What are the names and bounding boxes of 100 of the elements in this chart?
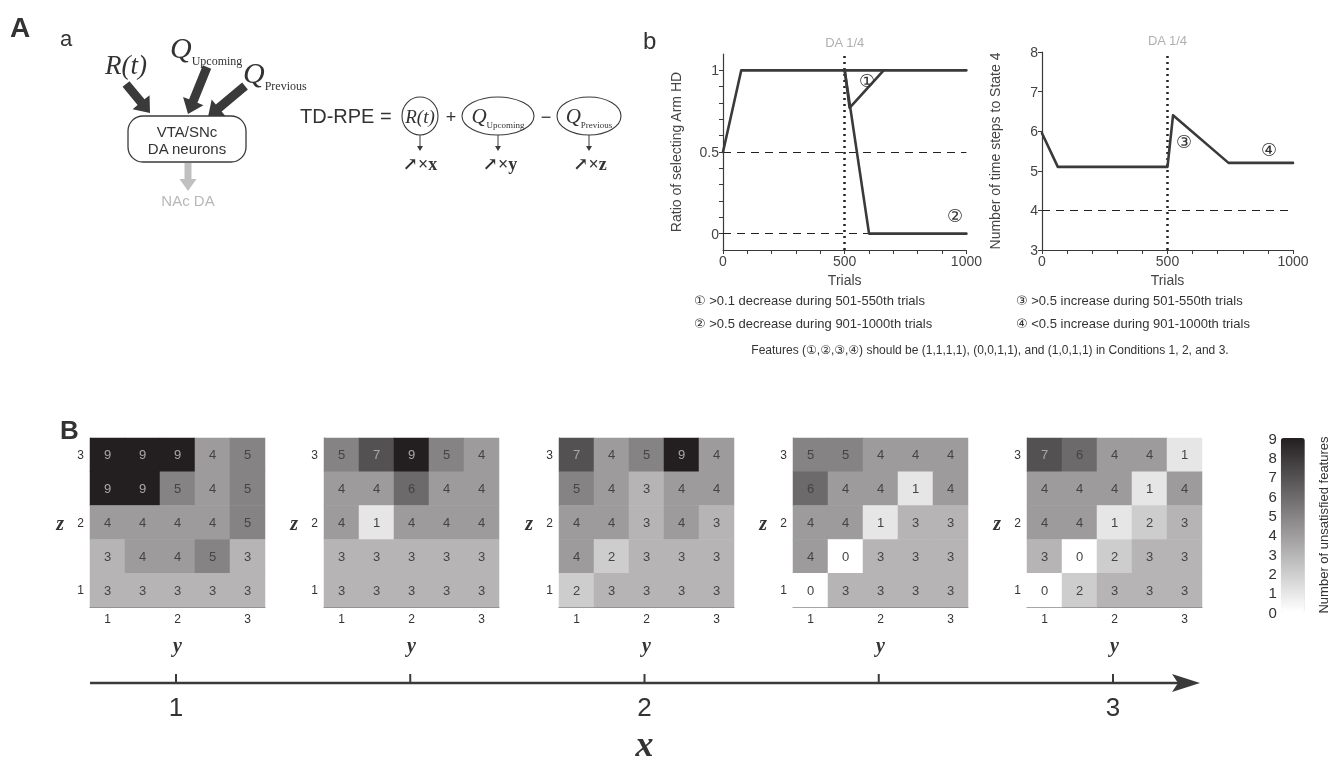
- text: ③ >0.5 increase during 501-550th trials: [1016, 293, 1243, 308]
- data-label: 3: [946, 515, 955, 530]
- data-label: 5: [841, 447, 850, 463]
- data-label: 9: [103, 447, 112, 463]
- y-tick-label: 3: [1030, 242, 1039, 258]
- y-tick-label: 4: [1030, 202, 1039, 219]
- text: B: [60, 415, 79, 446]
- data-label: 3: [408, 548, 416, 564]
- color-bar-label: 4: [1268, 526, 1277, 544]
- data-label: 4: [841, 515, 850, 530]
- data-label: 4: [1076, 515, 1084, 530]
- text: R(t): [104, 50, 147, 80]
- data-label: 4: [173, 515, 182, 530]
- data-label: 3: [138, 582, 147, 598]
- x-tick-label: 3: [1181, 612, 1189, 626]
- data-label: 4: [408, 515, 416, 530]
- text: Q$_{Upcoming}$: [471, 104, 526, 130]
- y-tick-label: 1: [780, 583, 788, 598]
- data-label: 4: [1111, 447, 1119, 463]
- y-tick-label: 1: [545, 583, 553, 598]
- color-bar-label: 9: [1268, 429, 1277, 447]
- x-tick-label: 3: [478, 612, 486, 626]
- data-label: 3: [841, 582, 850, 598]
- x-tick-label: 1: [807, 612, 815, 626]
- data-label: 7: [572, 447, 580, 463]
- text: a: [60, 26, 73, 51]
- data-label: 4: [1041, 515, 1049, 530]
- y-tick-label: 2: [311, 515, 319, 530]
- data-label: 3: [408, 582, 416, 598]
- y-tick-label: 5: [1030, 162, 1039, 179]
- data-label: 0: [1076, 548, 1084, 564]
- data-label: 3: [677, 548, 685, 564]
- data-label: 2: [607, 548, 615, 564]
- annotation: ④: [1261, 139, 1278, 161]
- y-axis-title: z: [55, 511, 65, 534]
- text: −: [540, 107, 552, 127]
- y-tick-label: 1: [711, 62, 720, 79]
- data-label: 1: [911, 481, 920, 497]
- data-label: 2: [1111, 548, 1119, 564]
- text: +: [445, 107, 457, 127]
- y-tick-label: 1: [311, 583, 319, 598]
- data-label: 4: [103, 515, 112, 530]
- y-axis-title: z: [758, 511, 768, 534]
- x-tick-label: 2: [877, 612, 885, 626]
- data-label: 3: [1041, 548, 1049, 564]
- data-label: 9: [408, 447, 416, 463]
- data-label: 0: [841, 548, 850, 564]
- ref-line-label: DA 1/4: [825, 35, 865, 50]
- x-axis-title: y: [171, 634, 183, 657]
- data-label: 4: [443, 481, 451, 497]
- annotation: ③: [1176, 131, 1193, 153]
- text: x: [634, 724, 654, 764]
- data-label: 3: [478, 582, 486, 598]
- x-tick-label: 500: [833, 253, 857, 269]
- y-tick-label: 2: [1014, 515, 1022, 530]
- x-tick-label: 1: [104, 612, 112, 626]
- y-tick-label: 2: [780, 515, 788, 530]
- color-bar-label: 3: [1268, 545, 1277, 563]
- data-label: 4: [1111, 481, 1119, 497]
- text: ④ <0.5 increase during 901-1000th trials: [1016, 316, 1250, 331]
- y-tick-label: 6: [1030, 123, 1039, 140]
- color-bar-label: 5: [1268, 506, 1277, 524]
- color-bar-label: 6: [1268, 487, 1277, 505]
- data-label: 0: [806, 582, 815, 598]
- data-label: 4: [677, 515, 685, 530]
- x-axis-title: y: [639, 634, 651, 657]
- color-bar-label: 2: [1268, 564, 1277, 582]
- data-label: 9: [173, 447, 182, 463]
- y-tick-label: 3: [780, 447, 788, 462]
- x-tick-label: 1000: [950, 253, 983, 269]
- data-label: 4: [572, 548, 580, 564]
- text: 2: [637, 692, 652, 722]
- data-label: 4: [572, 515, 580, 530]
- x-tick-label: 2: [174, 612, 182, 626]
- data-label: 3: [642, 582, 650, 598]
- data-label: 5: [173, 481, 182, 497]
- data-label: 4: [607, 447, 615, 463]
- data-label: 4: [946, 447, 955, 463]
- data-label: 3: [677, 582, 685, 598]
- data-label: 4: [478, 447, 486, 463]
- data-label: 1: [1181, 447, 1189, 463]
- y-tick-label: 3: [311, 447, 319, 462]
- data-label: 3: [443, 582, 451, 598]
- data-label: 3: [1146, 548, 1154, 564]
- y-tick-label: 0: [711, 225, 720, 242]
- data-label: 9: [138, 481, 147, 497]
- data-label: 5: [642, 447, 650, 463]
- x-tick-label: 2: [1111, 612, 1119, 626]
- data-label: 5: [806, 447, 815, 463]
- data-label: 4: [1076, 481, 1084, 497]
- data-label: 1: [1111, 515, 1119, 530]
- x-tick-label: 1000: [1277, 253, 1309, 269]
- data-label: 4: [138, 515, 147, 530]
- data-label: 3: [338, 582, 346, 598]
- x-axis-title: Trials: [1150, 271, 1185, 288]
- y-axis-title: z: [289, 511, 299, 534]
- data-label: 9: [103, 481, 112, 497]
- text: TD-RPE =: [300, 105, 392, 127]
- data-label: 3: [642, 548, 650, 564]
- data-label: 2: [1146, 515, 1154, 530]
